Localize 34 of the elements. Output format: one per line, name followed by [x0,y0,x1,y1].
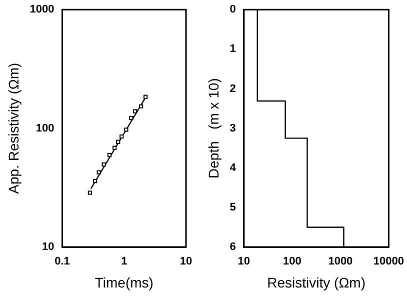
point [96,170,101,174]
x-tick-label: 1000 [328,256,353,268]
point [139,104,144,108]
y-tick-label: 6 [230,241,236,254]
point [116,140,120,144]
x-tick-label: 100 [283,256,302,268]
point [124,128,128,132]
x-tick-label: 10 [180,256,192,268]
point [120,134,124,139]
y-tick-label: 100 [36,122,54,134]
y-tick-label: 3 [230,122,236,134]
x-axis-title: Resistivity (Ωm) [267,274,366,290]
point [144,94,148,99]
y-tick-label: 1 [230,43,236,56]
point [129,116,134,120]
point [88,190,92,195]
y-tick-label: 0 [230,4,236,16]
x-tick-label: 1 [121,256,128,268]
point [93,179,98,184]
y-tick-label: 1000 [30,4,54,16]
y-axis-title: App. Resistivity (Ωm) [5,62,22,194]
point [112,146,117,150]
x-tick-label: 10 [238,256,250,268]
x-tick-label: 0.1 [54,256,70,268]
point [132,109,138,114]
y-tick-label: 2 [230,82,236,95]
y-tick-label: 5 [230,201,236,214]
x-axis-title: Time(ms) [94,274,154,290]
y-tick-label: 4 [230,162,237,174]
y-tick-label: 10 [42,241,54,254]
point [107,153,112,158]
point [102,162,106,166]
x-tick-label: 10000 [373,256,404,268]
y-axis-title: Depth (m x 10) [205,78,222,178]
